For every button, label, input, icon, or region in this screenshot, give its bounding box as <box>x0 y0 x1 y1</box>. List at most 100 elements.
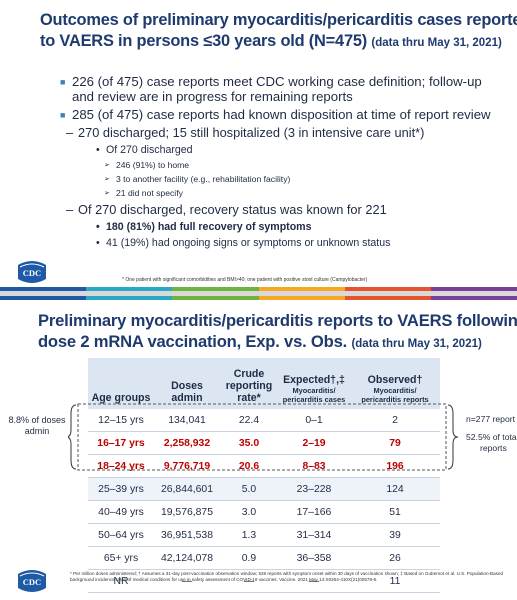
bullet: 3 to another facility (e.g., rehabilitat… <box>0 173 517 186</box>
table-cell: 20.6 <box>220 454 278 478</box>
column-header: Age groups <box>88 358 154 409</box>
table-cell: 79 <box>350 431 440 455</box>
table-cell: 11 <box>350 569 440 593</box>
table-cell: 36–358 <box>278 546 350 570</box>
cdc-logo: CDC <box>16 259 48 285</box>
slide-table: Preliminary myocarditis/pericarditis rep… <box>0 296 517 600</box>
table-cell: 19,576,875 <box>154 500 220 524</box>
title-line: Preliminary myocarditis/pericarditis rep… <box>38 311 517 330</box>
header-sub: Myocarditis/ pericarditis cases <box>282 386 346 404</box>
table-cell: — <box>278 569 350 593</box>
bullet: 41 (19%) had ongoing signs or symptoms o… <box>0 236 517 251</box>
cdc-logo: CDC <box>16 568 48 594</box>
highlight-brackets <box>68 403 458 471</box>
bullet: Of 270 discharged, recovery status was k… <box>0 202 517 218</box>
right-note: n=277 report 52.5% of tota reports <box>466 414 517 454</box>
table-cell: 18–24 yrs <box>88 454 154 478</box>
logo-text: CDC <box>22 268 42 278</box>
left-note: 8.8% of doses admin <box>8 415 66 436</box>
table-row: 65+ yrs 42,124,078 0.9 36–358 26 <box>88 546 440 570</box>
table-cell: 1.3 <box>220 523 278 547</box>
header-main: Age groups <box>91 392 151 404</box>
table-cell: 26,844,601 <box>154 477 220 501</box>
data-table: Age groups Doses admin Crude reporting rat… <box>88 358 440 593</box>
table-cell: 9,776,719 <box>154 454 220 478</box>
column-header: Crude reporting rate* <box>220 358 278 409</box>
table-cell: 39 <box>350 523 440 547</box>
bullet: 285 (of 475) case reports had known disp… <box>0 107 502 123</box>
table-row: 12–15 yrs 134,041 22.4 0–1 2 <box>88 409 440 432</box>
table-cell: 50–64 yrs <box>88 523 154 547</box>
header-main: Crude reporting rate* <box>225 368 273 404</box>
bullet: 226 (of 475) case reports meet CDC worki… <box>0 74 502 104</box>
table-cell: 0–1 <box>278 409 350 432</box>
color-strip <box>0 296 517 300</box>
table-row: 16–17 yrs 2,258,932 35.0 2–19 79 <box>88 431 440 455</box>
table-cell: 2–19 <box>278 431 350 455</box>
table-cell: 26 <box>350 546 440 570</box>
color-strip <box>0 287 517 291</box>
title-note: (data thru May 31, 2021) <box>371 37 502 49</box>
title-line: Outcomes of preliminary myocarditis/peri… <box>40 11 517 29</box>
bullet-list: 226 (of 475) case reports meet CDC worki… <box>0 74 517 252</box>
table-row: 18–24 yrs 9,776,719 20.6 8–83 196 <box>88 454 440 478</box>
slide-title: Preliminary myocarditis/pericarditis rep… <box>38 310 517 355</box>
table-row: 40–49 yrs 19,576,875 3.0 17–166 51 <box>88 500 440 524</box>
table-row: 25–39 yrs 26,844,601 5.0 23–228 124 <box>88 477 440 501</box>
column-header: Doses admin <box>154 358 220 409</box>
table-cell: 5.0 <box>220 477 278 501</box>
header-sub: Myocarditis/ pericarditis reports <box>361 386 429 404</box>
bullet: 246 (91%) to home <box>0 159 517 172</box>
column-header: Expected†,‡ Myocarditis/ pericarditis cas… <box>278 358 350 409</box>
table-cell: 22.4 <box>220 409 278 432</box>
table-cell: 3.0 <box>220 500 278 524</box>
title-line-text: dose 2 mRNA vaccination, Exp. vs. Obs. <box>38 332 348 351</box>
title-line: to VAERS in persons ≤30 years old (N=475… <box>40 31 517 54</box>
logo-text: CDC <box>22 577 42 587</box>
logo-shape <box>18 261 46 283</box>
table-row: NR — — —11 <box>88 569 440 593</box>
header-row: Age groups Doses admin Crude reporting rat… <box>88 358 440 409</box>
table-body: 12–15 yrs 134,041 22.4 0–1 2 16–17 yrs 2,258,9… <box>88 409 440 593</box>
table-cell: 65+ yrs <box>88 546 154 570</box>
bullet: 270 discharged; 15 still hospitalized (3… <box>0 125 517 141</box>
table-cell: 16–17 yrs <box>88 431 154 455</box>
header-main: Expected†,‡ <box>283 374 345 386</box>
header-main: Doses admin <box>171 380 203 404</box>
table-cell: 36,951,538 <box>154 523 220 547</box>
table-row: 50–64 yrs 36,951,538 1.3 31–314 39 <box>88 523 440 547</box>
bullet: 21 did not specify <box>0 187 517 200</box>
table-cell: 8–83 <box>278 454 350 478</box>
right-note-line: 52.5% of tota <box>466 432 517 442</box>
footnote: * Per million doses administered; † Assu… <box>70 571 504 582</box>
table-cell: 25–39 yrs <box>88 477 154 501</box>
table-cell: 134,041 <box>154 409 220 432</box>
right-note-line: n=277 report <box>466 414 515 424</box>
table-cell: 51 <box>350 500 440 524</box>
title-note: (data thru May 31, 2021) <box>351 338 482 350</box>
right-note-line: reports <box>480 443 507 453</box>
table-cell: — <box>220 569 278 593</box>
table-cell: 124 <box>350 477 440 501</box>
bullet: 180 (81%) had full recovery of symptoms <box>0 220 517 235</box>
table-cell: 40–49 yrs <box>88 500 154 524</box>
footnote: * One patient with significant comorbidi… <box>122 277 368 283</box>
table-cell: 196 <box>350 454 440 478</box>
slide-outcomes: Outcomes of preliminary myocarditis/peri… <box>0 0 517 291</box>
title-line: dose 2 mRNA vaccination, Exp. vs. Obs. (… <box>38 331 517 355</box>
header-main: Observed† <box>367 374 423 386</box>
table-cell: 42,124,078 <box>154 546 220 570</box>
table-cell: 23–228 <box>278 477 350 501</box>
table-cell: — <box>154 569 220 593</box>
table-cell: 2,258,932 <box>154 431 220 455</box>
table-cell: 17–166 <box>278 500 350 524</box>
table-cell: 31–314 <box>278 523 350 547</box>
column-header: Observed† Myocarditis/ pericarditis repor… <box>350 358 440 409</box>
table-cell: 2 <box>350 409 440 432</box>
logo-shape <box>18 570 46 592</box>
table-cell: 12–15 yrs <box>88 409 154 432</box>
table-cell: 35.0 <box>220 431 278 455</box>
title-line-text: to VAERS in persons ≤30 years old (N=475… <box>40 32 368 50</box>
table-cell: NR <box>88 569 154 593</box>
